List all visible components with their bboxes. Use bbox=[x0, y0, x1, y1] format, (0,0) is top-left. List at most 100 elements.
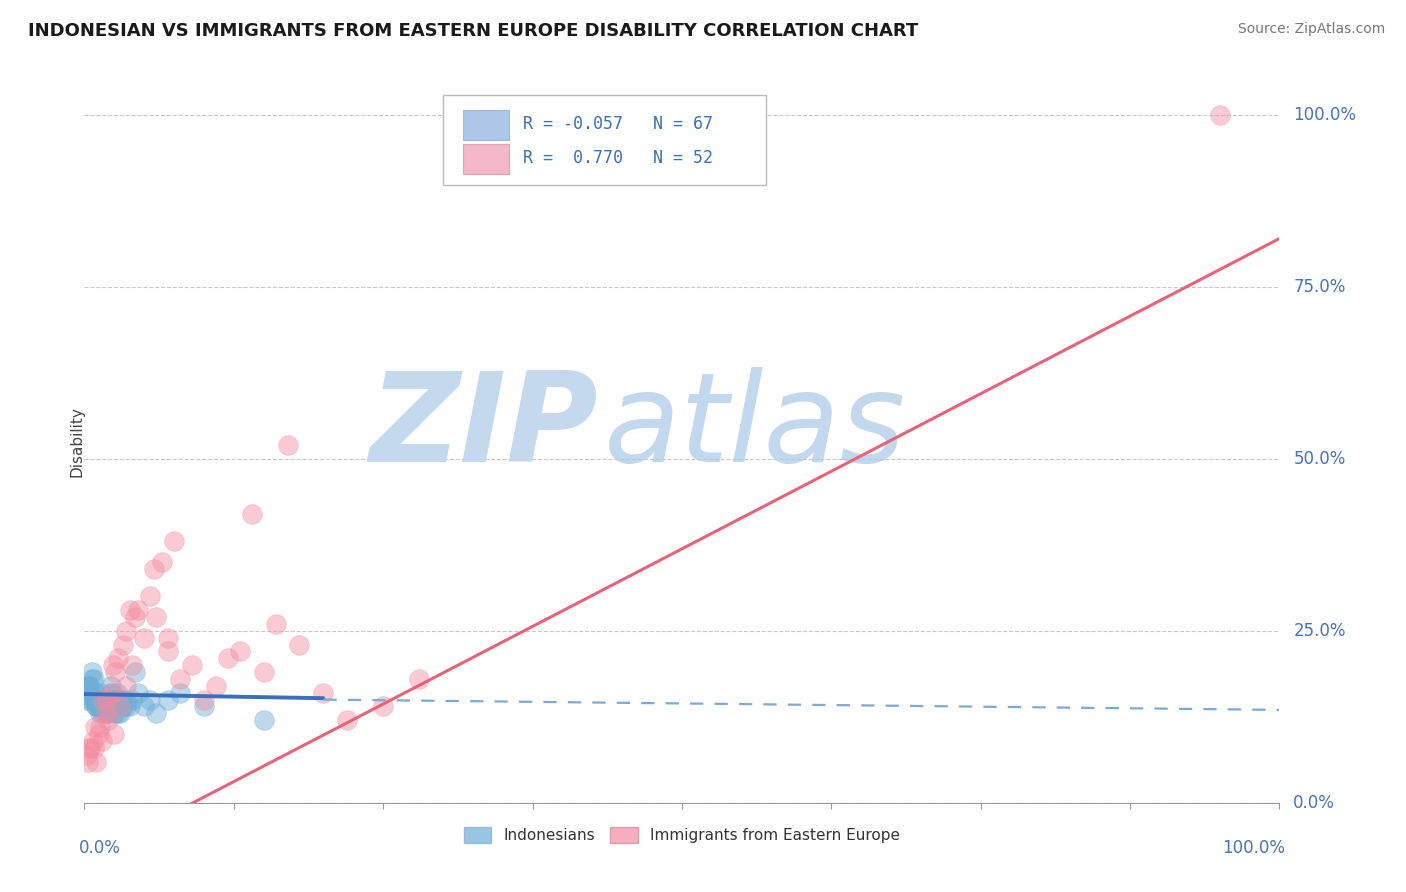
Point bbox=[253, 665, 276, 679]
Point bbox=[118, 699, 141, 714]
Point bbox=[89, 720, 111, 734]
Point bbox=[240, 507, 263, 521]
Point bbox=[79, 692, 101, 706]
Point bbox=[107, 651, 129, 665]
Point bbox=[84, 692, 107, 706]
Text: 50.0%: 50.0% bbox=[1294, 450, 1346, 467]
Point bbox=[264, 616, 287, 631]
Point bbox=[75, 692, 97, 706]
Text: ZIP: ZIP bbox=[370, 367, 599, 488]
Point bbox=[86, 699, 108, 714]
FancyBboxPatch shape bbox=[443, 95, 766, 185]
Point bbox=[101, 692, 124, 706]
Point bbox=[115, 624, 138, 638]
Point bbox=[145, 706, 167, 721]
Point bbox=[277, 438, 299, 452]
Point bbox=[157, 692, 180, 706]
Point bbox=[150, 555, 173, 569]
Point bbox=[91, 706, 114, 721]
Point bbox=[101, 692, 124, 706]
Point bbox=[103, 727, 125, 741]
Point bbox=[157, 631, 180, 645]
Point bbox=[91, 734, 114, 748]
Point bbox=[91, 692, 114, 706]
Point bbox=[77, 755, 100, 769]
Point bbox=[142, 562, 165, 576]
Text: 0.0%: 0.0% bbox=[1294, 794, 1336, 812]
Point bbox=[83, 672, 105, 686]
Point bbox=[86, 699, 108, 714]
Point bbox=[110, 692, 132, 706]
Text: Source: ZipAtlas.com: Source: ZipAtlas.com bbox=[1237, 22, 1385, 37]
Point bbox=[77, 679, 100, 693]
Point bbox=[408, 672, 430, 686]
Text: 100.0%: 100.0% bbox=[1222, 838, 1285, 857]
Point bbox=[139, 692, 162, 706]
Point bbox=[132, 699, 156, 714]
Point bbox=[93, 692, 115, 706]
Point bbox=[94, 706, 117, 721]
Point bbox=[336, 713, 359, 727]
Point bbox=[100, 686, 122, 700]
Point bbox=[288, 638, 311, 652]
Point bbox=[77, 679, 100, 693]
Point bbox=[97, 706, 120, 721]
Point bbox=[205, 679, 228, 693]
Point bbox=[121, 692, 143, 706]
Point bbox=[373, 699, 395, 714]
Point bbox=[101, 706, 124, 721]
Point bbox=[124, 610, 146, 624]
Point bbox=[87, 692, 110, 706]
Point bbox=[97, 699, 120, 714]
Point bbox=[169, 686, 191, 700]
Text: 25.0%: 25.0% bbox=[1294, 622, 1346, 640]
Point bbox=[107, 706, 129, 721]
Legend: Indonesians, Immigrants from Eastern Europe: Indonesians, Immigrants from Eastern Eur… bbox=[457, 822, 907, 849]
Point bbox=[76, 747, 98, 762]
Point bbox=[82, 686, 104, 700]
Point bbox=[157, 644, 180, 658]
Point bbox=[103, 699, 125, 714]
Point bbox=[90, 699, 112, 714]
Text: R =  0.770   N = 52: R = 0.770 N = 52 bbox=[523, 149, 713, 168]
Point bbox=[96, 699, 118, 714]
Point bbox=[84, 692, 107, 706]
Point bbox=[110, 692, 132, 706]
Text: R = -0.057   N = 67: R = -0.057 N = 67 bbox=[523, 115, 713, 133]
Point bbox=[193, 699, 215, 714]
Point bbox=[111, 699, 134, 714]
Text: INDONESIAN VS IMMIGRANTS FROM EASTERN EUROPE DISABILITY CORRELATION CHART: INDONESIAN VS IMMIGRANTS FROM EASTERN EU… bbox=[28, 22, 918, 40]
Point bbox=[163, 534, 186, 549]
Point bbox=[217, 651, 239, 665]
Point bbox=[169, 672, 191, 686]
Point bbox=[124, 665, 146, 679]
Point bbox=[312, 686, 335, 700]
Point bbox=[89, 706, 111, 721]
FancyBboxPatch shape bbox=[463, 110, 509, 140]
Point bbox=[80, 665, 103, 679]
Point bbox=[111, 638, 134, 652]
Point bbox=[107, 699, 129, 714]
Point bbox=[139, 590, 162, 604]
Point bbox=[93, 692, 115, 706]
Point bbox=[127, 603, 149, 617]
Point bbox=[103, 692, 125, 706]
Point bbox=[86, 699, 108, 714]
Point bbox=[83, 740, 105, 755]
Point bbox=[110, 699, 132, 714]
Point bbox=[104, 706, 127, 721]
Point bbox=[80, 672, 103, 686]
Point bbox=[97, 706, 120, 721]
Point bbox=[181, 658, 204, 673]
Point bbox=[94, 692, 117, 706]
Point bbox=[121, 658, 143, 673]
Point bbox=[86, 755, 108, 769]
Point bbox=[110, 706, 132, 721]
Point bbox=[100, 679, 122, 693]
Point bbox=[84, 720, 107, 734]
Point bbox=[77, 679, 100, 693]
Point bbox=[115, 699, 138, 714]
Point bbox=[86, 692, 108, 706]
Point bbox=[115, 679, 138, 693]
Point bbox=[229, 644, 252, 658]
